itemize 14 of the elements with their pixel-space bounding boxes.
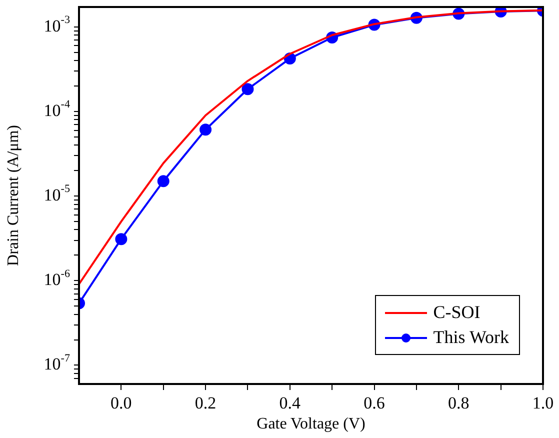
x-tick-label: 0.2 (194, 393, 216, 412)
point (242, 83, 254, 96)
x-tick-label: 0.4 (279, 393, 302, 412)
x-axis-title: Gate Voltage (V) (256, 416, 366, 433)
legend-label: This Work (433, 326, 509, 349)
x-tick-label: 0.8 (448, 393, 470, 412)
y-axis-title: Drain Current (A/μm) (4, 125, 22, 266)
x-tick-label: 0.0 (110, 393, 132, 412)
point (115, 233, 128, 246)
legend-label: C-SOI (433, 301, 480, 324)
point (200, 124, 212, 136)
point (157, 175, 170, 188)
x-tick-label: 0.6 (364, 393, 385, 412)
x-tick-label: 1.0 (532, 393, 554, 412)
